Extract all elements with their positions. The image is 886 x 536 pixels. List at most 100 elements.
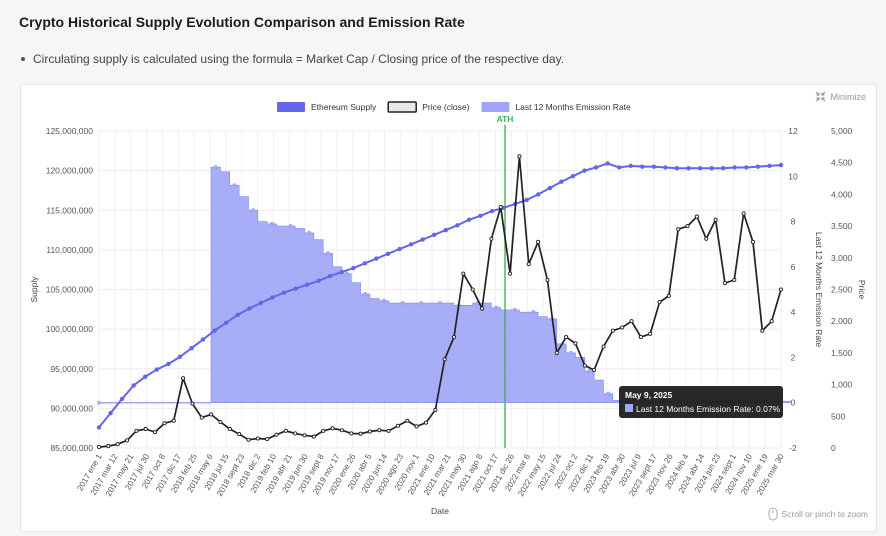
supply-tick-label: 105,000,000	[46, 285, 94, 295]
supply-point	[397, 246, 402, 252]
supply-tick-label: 85,000,000	[50, 443, 93, 453]
price-tick-label: 3,500	[831, 221, 853, 231]
supply-point	[223, 320, 229, 325]
supply-point	[732, 165, 737, 170]
supply-point	[709, 166, 714, 171]
price-point	[395, 423, 401, 428]
price-point	[685, 224, 690, 229]
supply-point	[316, 278, 321, 283]
supply-point	[559, 179, 564, 184]
price-tick-label: 4,500	[831, 158, 853, 168]
supply-point	[212, 328, 217, 333]
supply-point	[293, 286, 298, 291]
supply-point	[235, 312, 240, 318]
price-tick-label: 5,000	[831, 126, 853, 136]
minimize-button[interactable]: Minimize	[815, 91, 866, 102]
price-point	[283, 428, 288, 433]
y-axis-title-price: Price	[857, 280, 867, 300]
supply-point	[674, 166, 680, 171]
price-point	[722, 281, 727, 286]
supply-point	[362, 261, 368, 266]
supply-point	[570, 173, 576, 179]
price-point	[610, 328, 615, 333]
price-point	[629, 319, 634, 324]
price-point	[592, 367, 597, 373]
emission-tick-label: 0	[791, 398, 796, 408]
price-point	[209, 412, 214, 417]
supply-point	[339, 269, 344, 275]
price-point	[713, 217, 718, 222]
price-point	[732, 277, 737, 283]
price-point	[778, 287, 784, 292]
tooltip-value: Last 12 Months Emission Rate: 0.07%	[636, 404, 781, 414]
price-point	[96, 444, 102, 450]
supply-point	[478, 213, 483, 218]
price-point	[367, 429, 372, 434]
supply-point	[189, 345, 194, 351]
price-point	[648, 331, 653, 336]
emission-tick-label: -2	[789, 443, 797, 453]
emission-point	[512, 307, 517, 312]
supply-point	[327, 273, 333, 279]
price-point	[545, 277, 550, 283]
tooltip-date: May 9, 2025	[625, 390, 673, 400]
price-point	[461, 271, 466, 276]
emission-point	[400, 301, 405, 306]
tooltip-swatch	[625, 404, 633, 412]
legend-swatch	[277, 102, 305, 112]
price-point	[573, 341, 578, 346]
supply-point	[744, 165, 749, 170]
supply-tick-label: 95,000,000	[50, 364, 93, 374]
price-point	[657, 300, 662, 305]
price-point	[162, 421, 167, 426]
price-point	[741, 211, 746, 216]
supply-point	[721, 166, 726, 171]
price-point	[153, 430, 158, 435]
price-point	[386, 428, 391, 433]
supply-point	[351, 265, 356, 271]
price-tick-label: 3,000	[831, 253, 853, 263]
emission-point	[344, 271, 349, 276]
formula-note-text: Circulating supply is calculated using t…	[33, 52, 565, 66]
supply-point	[247, 306, 252, 311]
supply-point	[536, 192, 541, 197]
supply-point	[270, 295, 275, 300]
supply-point	[131, 383, 136, 388]
price-point	[339, 428, 344, 433]
supply-point	[304, 282, 310, 287]
price-point	[517, 154, 522, 159]
price-point	[442, 357, 447, 362]
chart-card[interactable]: Minimize 85,000,000 90,000,000 95,000,000 1…	[20, 84, 877, 532]
price-point	[181, 376, 186, 381]
collapse-icon	[816, 91, 826, 102]
emission-point	[587, 368, 592, 374]
emission-point	[363, 291, 368, 297]
price-point	[190, 401, 195, 406]
supply-tick-label: 120,000,000	[46, 166, 94, 176]
emission-area	[210, 166, 791, 404]
price-point	[498, 205, 503, 210]
supply-point	[443, 227, 448, 233]
supply-tick-label: 90,000,000	[50, 403, 93, 413]
supply-point	[651, 164, 657, 169]
price-point	[227, 426, 232, 432]
price-point	[508, 271, 513, 276]
supply-point	[420, 237, 425, 242]
supply-point	[374, 256, 379, 261]
price-point	[106, 444, 111, 449]
price-point	[582, 363, 587, 368]
emission-point	[419, 301, 424, 306]
price-point	[293, 431, 298, 436]
y-axis-title-emission: Last 12 Months Emission Rate	[814, 232, 824, 348]
price-tick-label: 2,500	[831, 285, 853, 295]
legend-swatch	[481, 102, 510, 112]
price-point	[115, 442, 120, 447]
supply-emission-chart[interactable]: 85,000,000 90,000,000 95,000,000 100,000,00…	[21, 85, 876, 531]
price-point	[143, 426, 148, 432]
supply-point	[593, 165, 599, 170]
supply-point	[119, 396, 125, 402]
price-point	[237, 432, 242, 437]
emission-point	[307, 230, 312, 235]
supply-point	[432, 232, 437, 238]
emission-tick-label: 4	[791, 307, 796, 317]
